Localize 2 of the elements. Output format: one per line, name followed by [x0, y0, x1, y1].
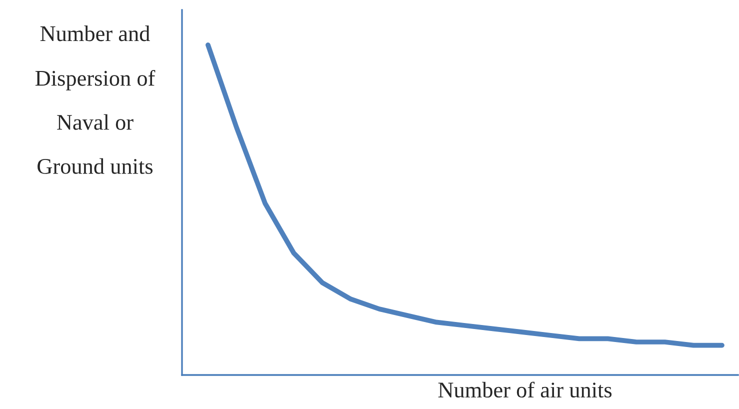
x-axis-title: Number of air units [438, 382, 612, 398]
text: Number and Dispersion of Naval or Ground units [35, 26, 156, 174]
